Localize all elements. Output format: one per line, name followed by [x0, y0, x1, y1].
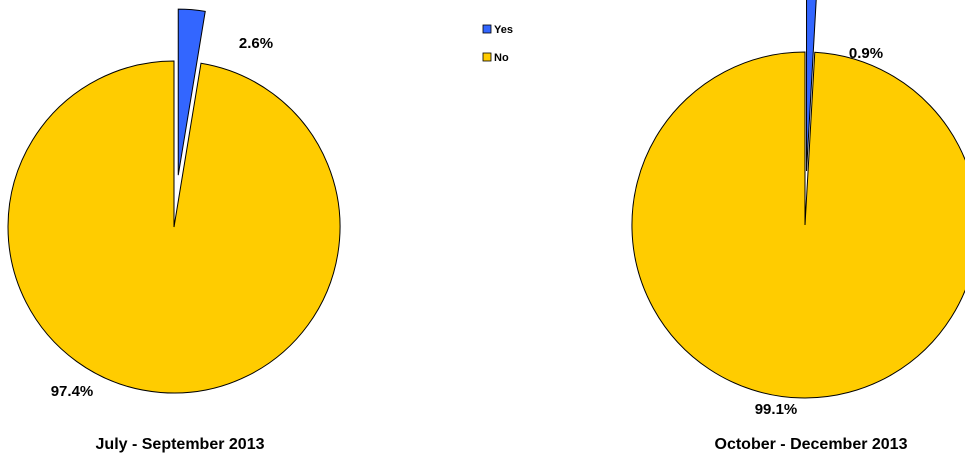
pie-slice-no — [631, 51, 965, 399]
chart-title: July - September 2013 — [96, 436, 265, 453]
data-label-yes: 2.6% — [239, 35, 273, 52]
legend-label-yes: Yes — [494, 24, 513, 36]
legend-swatch-yes — [482, 24, 492, 34]
pie-chart-jul-sep-2013: 2.6% 97.4% July - September 2013 — [7, 8, 341, 453]
chart-title: October - December 2013 — [715, 436, 908, 453]
legend-label-no: No — [494, 52, 509, 64]
data-label-no: 99.1% — [755, 401, 798, 418]
pie-chart-oct-dec-2013: 0.9% 99.1% October - December 2013 — [631, 0, 965, 453]
pie-slice-yes — [806, 0, 817, 172]
pie-slice-yes — [177, 8, 206, 176]
pie-slice-no — [7, 60, 341, 394]
legend: Yes No — [482, 24, 513, 64]
data-label-no: 97.4% — [51, 383, 94, 400]
data-label-yes: 0.9% — [849, 45, 883, 62]
legend-swatch-no — [482, 52, 492, 62]
